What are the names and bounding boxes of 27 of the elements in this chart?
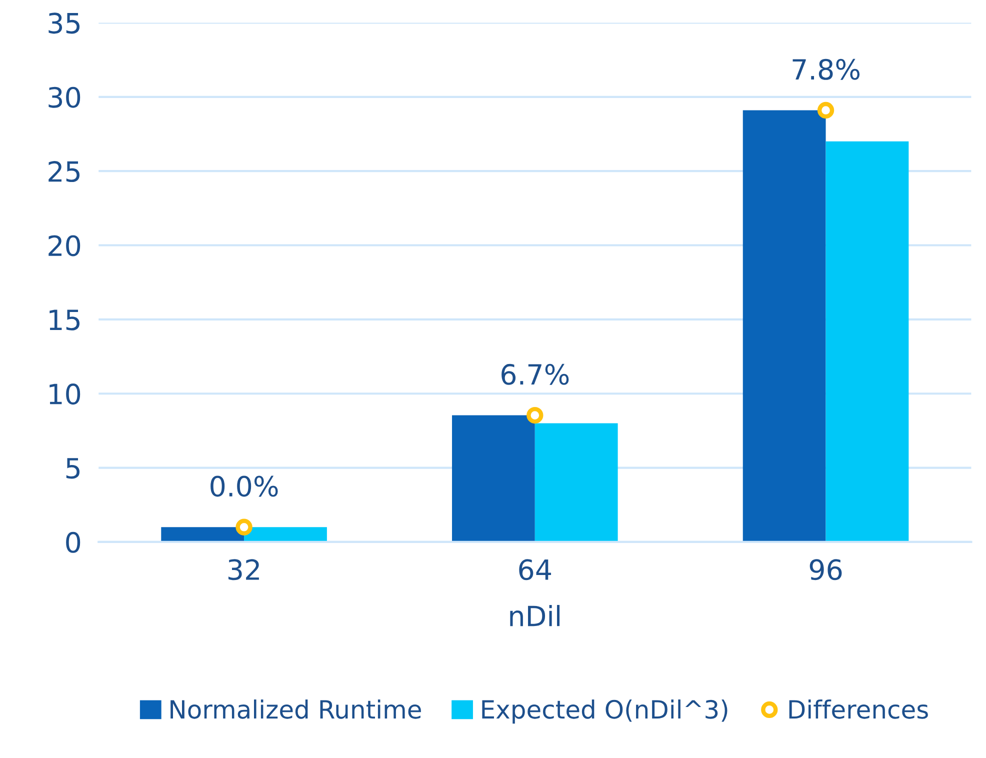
annotation: 6.7% xyxy=(502,364,569,385)
bar xyxy=(534,423,618,542)
x-tick-label: 96 xyxy=(810,559,842,580)
y-tick-label: 20 xyxy=(48,235,80,256)
y-tick-label: 25 xyxy=(48,161,80,182)
y-tick-label: 10 xyxy=(50,384,80,405)
annotation: 0.0% xyxy=(210,476,278,497)
y-tick-label: 35 xyxy=(48,12,80,34)
point xyxy=(236,518,252,536)
x-tick-label: 32 xyxy=(228,559,259,580)
y-tick-label: 0 xyxy=(66,532,80,553)
point xyxy=(526,406,544,424)
annotation: 7.8% xyxy=(792,58,860,80)
legend-label: Differences xyxy=(789,699,928,719)
legend-label: Normalized Runtime xyxy=(170,699,421,719)
bar xyxy=(244,527,327,542)
y-tick-label: 30 xyxy=(48,86,80,108)
point xyxy=(817,102,834,119)
x-tick-label: 64 xyxy=(519,559,552,580)
y-tick-label: 5 xyxy=(66,458,80,479)
bar xyxy=(161,527,244,542)
x-axis-title: nDil xyxy=(510,604,560,626)
bar xyxy=(452,415,535,542)
bar xyxy=(826,141,909,542)
y-tick-label: 15 xyxy=(50,310,80,330)
legend-label: Expected O(nDil^3) xyxy=(482,699,728,724)
bar xyxy=(742,110,826,542)
